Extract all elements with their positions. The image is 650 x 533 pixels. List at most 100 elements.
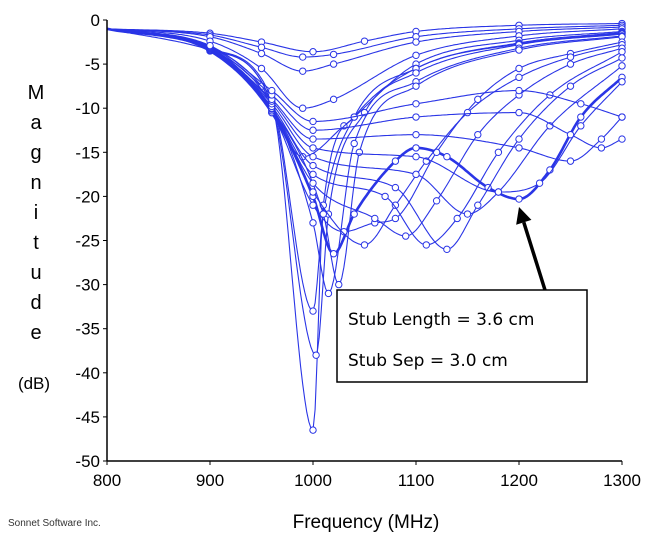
- series-8-point-5: [350, 139, 358, 148]
- series-0-point-4: [360, 37, 369, 45]
- series-8-point-3: [309, 219, 317, 227]
- series-16-point-3: [309, 153, 317, 161]
- series-9-point-5: [355, 148, 364, 157]
- series-11-point-9: [515, 64, 523, 73]
- ylabel-letter-4: i: [34, 202, 38, 224]
- series-3-point-3: [299, 104, 307, 112]
- series-14-point-9: [618, 48, 626, 56]
- series-12-point-3: [309, 188, 317, 196]
- series-17-point-3: [309, 144, 317, 152]
- series-3-point-2: [257, 64, 266, 73]
- series-15-point-9: [618, 54, 626, 62]
- series-9-point-6: [412, 82, 420, 90]
- series-line-8: [106, 28, 623, 294]
- series-16-point-4: [412, 170, 420, 179]
- series-20-point-6: [577, 100, 585, 108]
- series-14-point-7: [494, 148, 503, 157]
- ylabel-letter-5: t: [33, 232, 39, 254]
- series-14-point-6: [453, 214, 461, 223]
- x-tick-label-0: 800: [93, 471, 121, 490]
- series-20-point-7: [618, 113, 626, 121]
- credit-label: Sonnet Software Inc.: [8, 518, 101, 529]
- series-12-point-8: [515, 73, 523, 82]
- series-3-point-5: [412, 51, 420, 59]
- series-14-point-5: [422, 241, 430, 249]
- series-2-point-2: [257, 49, 266, 58]
- series-20-point-3: [309, 117, 317, 126]
- series-18-point-3: [309, 135, 317, 143]
- series-17-point-4: [412, 153, 420, 161]
- series-10-point-6: [391, 157, 400, 165]
- series-3-point-4: [329, 95, 338, 104]
- y-tick-label-2: -10: [75, 99, 100, 118]
- y-axis-title: M a g n i t u d e (dB): [18, 82, 50, 393]
- series-17-point-7: [577, 122, 585, 130]
- series-12-point-9: [566, 53, 575, 61]
- series-9-point-3: [319, 210, 327, 218]
- series-10-point-10: [515, 195, 523, 203]
- series-11-point-3: [309, 201, 317, 209]
- series-11-point-8: [474, 95, 482, 104]
- x-tick-label-2: 1000: [294, 471, 332, 490]
- series-19-point-4: [412, 113, 420, 121]
- x-tick-label-3: 1100: [398, 471, 435, 490]
- series-11-point-4: [340, 227, 348, 236]
- series-9-point-7: [515, 46, 523, 54]
- annotation-arrow: [522, 221, 547, 291]
- series-line-6: [106, 28, 623, 431]
- series-1-point-2: [257, 43, 266, 52]
- series-line-20: [106, 28, 623, 122]
- annotation-line-1: Stub Length = 3.6 cm: [348, 310, 534, 330]
- y-tick-label-7: -35: [75, 320, 100, 339]
- series-2-point-4: [329, 60, 338, 68]
- series-9-point-4: [335, 280, 343, 289]
- series-17-point-5: [494, 188, 503, 196]
- series-line-5: [106, 28, 623, 312]
- series-17-point-6: [535, 179, 544, 187]
- series-10-point-7: [412, 144, 420, 152]
- series-layer: [106, 19, 626, 434]
- ylabel-unit: (dB): [18, 374, 50, 393]
- x-axis-title: Frequency (MHz): [293, 512, 440, 533]
- series-15-point-5: [443, 245, 451, 254]
- x-tick-label-4: 1200: [500, 471, 538, 490]
- series-18-point-4: [412, 130, 420, 139]
- x-tick-label-5: 1300: [603, 471, 641, 490]
- y-tick-label-10: -50: [75, 452, 100, 471]
- series-12-point-5: [391, 201, 400, 209]
- series-7-point-6: [412, 69, 420, 77]
- ylabel-letter-2: g: [30, 142, 41, 164]
- series-14-point-4: [381, 192, 389, 201]
- series-7-point-3: [312, 351, 320, 359]
- annotation-line-2: Stub Sep = 3.0 cm: [348, 351, 508, 371]
- series-18-point-6: [566, 157, 575, 165]
- series-20-point-4: [412, 100, 420, 108]
- series-20-point-2: [268, 86, 276, 95]
- series-16-point-5: [463, 210, 472, 218]
- series-12-point-4: [360, 241, 369, 249]
- series-19-point-5: [515, 108, 523, 117]
- series-2-point-5: [412, 38, 420, 46]
- ylabel-letter-8: e: [30, 322, 41, 344]
- series-line-11: [106, 28, 623, 233]
- y-tick-label-5: -25: [75, 232, 100, 251]
- y-tick-label-0: 0: [91, 11, 100, 30]
- series-10-point-12: [577, 113, 585, 121]
- series-15-point-7: [515, 135, 523, 143]
- series-line-19: [106, 28, 623, 149]
- series-line-1: [106, 24, 623, 58]
- series-11-point-6: [391, 214, 400, 223]
- series-10-point-5: [350, 210, 358, 218]
- annotation-box: [336, 289, 588, 383]
- ylabel-letter-1: a: [30, 112, 42, 134]
- series-13-point-9: [566, 60, 575, 68]
- x-tick-label-1: 900: [196, 471, 224, 490]
- series-line-17: [106, 28, 623, 193]
- series-1-point-3: [299, 53, 307, 61]
- series-15-point-3: [309, 161, 317, 170]
- ylabel-letter-6: u: [30, 262, 41, 284]
- series-16-point-8: [618, 62, 626, 70]
- series-8-point-4: [324, 289, 333, 298]
- series-20-point-5: [515, 86, 523, 95]
